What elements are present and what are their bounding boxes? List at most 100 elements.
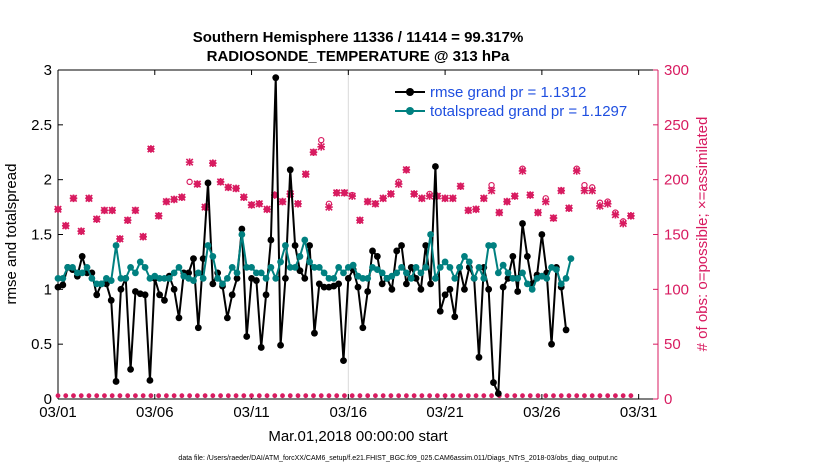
obs-assimilated-marker	[425, 192, 434, 200]
obs-possible-marker	[186, 178, 193, 186]
rmse-point	[282, 274, 289, 282]
rmse-point	[315, 280, 323, 288]
obs-assimilated-marker	[534, 208, 542, 217]
rmse-point	[451, 313, 459, 321]
obs-assimilated-marker	[572, 167, 581, 175]
totalspread-point	[461, 253, 468, 260]
obs-rejected-marker	[520, 393, 525, 399]
totalspread-point	[311, 264, 318, 271]
rmse-point	[272, 74, 280, 82]
obs-rejected-marker	[427, 393, 433, 399]
obs-rejected-marker	[163, 393, 169, 399]
totalspread-point	[175, 264, 183, 271]
rmse-point	[59, 281, 67, 289]
rmse-point	[117, 285, 125, 293]
obs-rejected-marker	[194, 393, 200, 399]
obs-assimilated-marker	[394, 180, 403, 188]
obs-rejected-marker	[334, 393, 340, 399]
x-tick-label: 03/11	[233, 404, 269, 421]
obs-rejected-marker	[287, 393, 293, 399]
totalspread-point	[223, 274, 231, 282]
obs-rejected-marker	[311, 393, 316, 399]
totalspread-point	[214, 274, 222, 282]
rmse-point	[233, 274, 241, 282]
totalspread-point	[427, 231, 434, 238]
x-tick-label: 03/16	[330, 404, 368, 421]
rmse-point	[369, 247, 376, 255]
rmse-point	[354, 283, 362, 291]
obs-rejected-marker	[373, 393, 378, 399]
rmse-point	[252, 277, 260, 284]
chart-title-line1: Southern Hemisphere 11336 / 11414 = 99.3…	[193, 29, 524, 46]
rmse-point	[209, 280, 217, 288]
obs-assimilated-marker	[54, 205, 62, 214]
obs-rejected-marker	[256, 393, 262, 399]
rmse-point	[402, 280, 410, 288]
obs-assimilated-marker	[123, 216, 132, 225]
rmse-point	[141, 291, 149, 299]
obs-assimilated-marker	[603, 199, 612, 208]
rmse-point	[514, 288, 522, 295]
totalspread-point	[228, 264, 236, 271]
totalspread-point	[156, 274, 164, 282]
obs-assimilated-marker	[170, 195, 178, 204]
rmse-point	[519, 220, 526, 227]
rmse-point	[296, 267, 304, 275]
obs-rejected-marker	[442, 393, 448, 399]
obs-rejected-marker	[63, 393, 69, 399]
totalspread-point	[78, 269, 86, 277]
totalspread-point	[330, 274, 338, 282]
rmse-point	[112, 378, 120, 385]
totalspread-point	[238, 231, 246, 238]
rmse-point	[523, 253, 531, 260]
obs-rejected-marker	[489, 393, 494, 399]
obs-rejected-marker	[78, 393, 84, 399]
totalspread-point	[248, 264, 255, 271]
x-tick-label: 03/26	[523, 404, 561, 421]
totalspread-point	[562, 274, 570, 282]
obs-rejected-marker	[264, 393, 270, 399]
obs-assimilated-marker	[92, 215, 101, 223]
rmse-point	[538, 231, 546, 238]
rmse-point	[446, 285, 454, 293]
totalspread-point	[59, 274, 67, 282]
obs-rejected-marker	[388, 393, 394, 399]
totalspread-point	[543, 274, 551, 282]
obs-rejected-marker	[102, 393, 107, 399]
obs-assimilated-marker	[340, 189, 349, 197]
rmse-point	[243, 333, 251, 340]
obs-rejected-marker	[326, 393, 332, 399]
totalspread-point	[494, 269, 502, 277]
rmse-point	[427, 280, 434, 288]
totalspread-point	[422, 264, 430, 271]
obs-assimilated-marker	[263, 205, 271, 214]
totalspread-point	[209, 253, 217, 260]
rmse-point	[78, 253, 86, 260]
series-lines	[54, 74, 575, 397]
obs-assimilated-marker	[100, 206, 109, 215]
rmse-point	[378, 280, 386, 288]
obs-rejected-marker	[280, 393, 285, 399]
rmse-point	[257, 344, 265, 351]
obs-assimilated-marker	[503, 197, 511, 206]
totalspread-point	[552, 266, 560, 273]
obs-assimilated-marker	[301, 170, 310, 178]
totalspread-point	[315, 264, 323, 271]
y-tick-label-right: 200	[664, 172, 689, 189]
y-tick-label-left: 2.5	[31, 117, 52, 134]
obs-assimilated-marker	[224, 183, 233, 192]
obs-assimilated-marker	[410, 190, 418, 198]
obs-rejected-marker	[419, 393, 425, 399]
obs-count-markers	[54, 136, 635, 399]
obs-rejected-marker	[148, 393, 154, 399]
obs-assimilated-marker	[309, 148, 318, 157]
totalspread-point	[199, 274, 207, 282]
rmse-point	[291, 242, 299, 249]
totalspread-point	[301, 236, 309, 244]
obs-assimilated-marker	[526, 191, 535, 199]
obs-rejected-marker	[303, 393, 309, 399]
totalspread-point	[441, 258, 449, 266]
obs-assimilated-marker	[518, 167, 527, 175]
legend-rmse-marker	[406, 88, 414, 96]
rmse-point	[485, 285, 493, 293]
